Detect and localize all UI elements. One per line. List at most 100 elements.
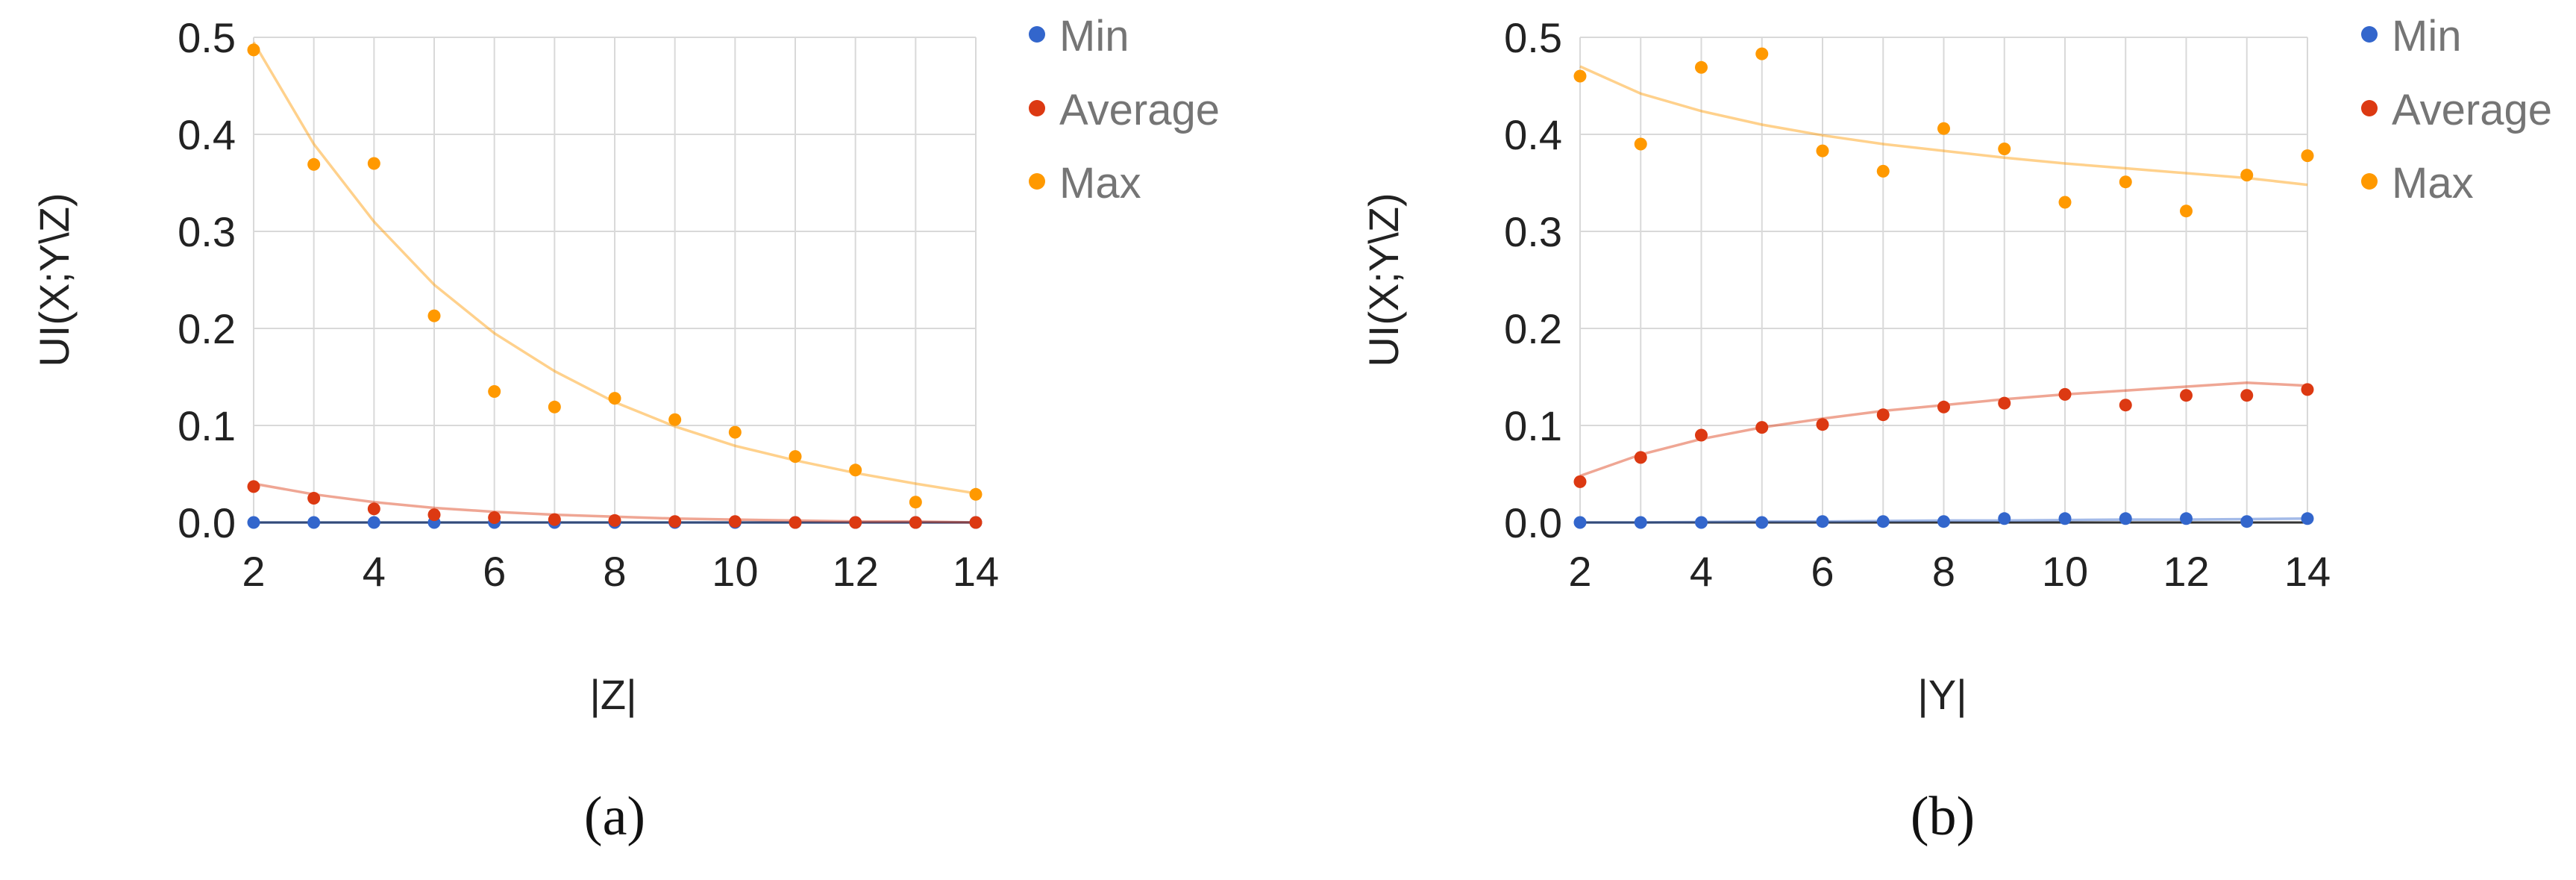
trendline-max bbox=[1579, 65, 2308, 187]
data-point-average bbox=[2180, 389, 2193, 402]
legend-label: Max bbox=[1059, 159, 1141, 207]
data-point-max bbox=[247, 43, 260, 57]
chart-a: 0.0 0.1 0.2 0.3 0.4 0.5 2 4 6 8 10 12 14 UI(X;Y\Z) |Z|… bbox=[31, 12, 1220, 847]
legend-label: Average bbox=[2392, 86, 2552, 134]
y-tick-label: 0.3 bbox=[1504, 208, 1562, 255]
data-point-max bbox=[608, 392, 621, 405]
data-point-average bbox=[367, 502, 380, 516]
legend-item-min: Min bbox=[2361, 12, 2461, 60]
data-point-max bbox=[2301, 149, 2314, 163]
data-point-average bbox=[247, 480, 260, 493]
legend-label: Min bbox=[2392, 12, 2461, 60]
data-point-average bbox=[1816, 418, 1829, 431]
data-point-max bbox=[2180, 205, 2193, 218]
panel-caption: (a) bbox=[584, 786, 645, 847]
legend-item-average: Average bbox=[2361, 86, 2552, 134]
data-point-average bbox=[1695, 428, 1708, 442]
y-axis-label: UI(X;Y\Z) bbox=[1360, 193, 1407, 366]
x-tick-label: 2 bbox=[242, 548, 265, 595]
data-point-min bbox=[2119, 512, 2132, 525]
y-tick-label: 0.1 bbox=[1504, 402, 1562, 449]
data-point-average bbox=[2301, 383, 2314, 396]
data-point-min bbox=[1755, 516, 1769, 529]
data-point-max bbox=[307, 157, 321, 171]
legend-item-max: Max bbox=[1029, 159, 1141, 207]
data-point-average bbox=[1998, 396, 2011, 410]
data-point-average bbox=[2058, 387, 2072, 401]
data-point-min bbox=[2301, 512, 2314, 525]
legend-marker bbox=[2361, 26, 2378, 43]
y-tick-label: 0.3 bbox=[178, 208, 236, 255]
data-point-average bbox=[427, 508, 441, 522]
y-tick-label: 0.0 bbox=[178, 499, 236, 546]
data-point-min bbox=[247, 516, 260, 529]
data-point-min bbox=[1634, 516, 1647, 529]
x-tick-label: 2 bbox=[1568, 548, 1591, 595]
legend-label: Average bbox=[1059, 86, 1220, 134]
data-point-min bbox=[2240, 515, 2254, 528]
y-tick-label: 0.2 bbox=[178, 305, 236, 352]
data-point-average bbox=[2119, 399, 2132, 412]
legend-marker bbox=[1029, 173, 1045, 190]
x-tick-label: 10 bbox=[712, 548, 758, 595]
data-point-average bbox=[909, 516, 922, 529]
data-point-min bbox=[1573, 516, 1587, 529]
y-tick-label: 0.0 bbox=[1504, 499, 1562, 546]
x-axis-label: |Z| bbox=[589, 671, 636, 718]
data-point-average bbox=[1937, 400, 1950, 414]
data-point-max bbox=[1573, 69, 1587, 83]
x-tick-label: 8 bbox=[603, 548, 626, 595]
y-tick-label: 0.1 bbox=[178, 402, 236, 449]
data-point-max bbox=[1695, 60, 1708, 74]
x-tick-label: 10 bbox=[2042, 548, 2088, 595]
data-point-max bbox=[1998, 143, 2011, 155]
data-point-min bbox=[1998, 512, 2011, 525]
data-point-average bbox=[1755, 421, 1769, 434]
panel-caption: (b) bbox=[1911, 786, 1975, 847]
data-point-min bbox=[2058, 512, 2072, 525]
data-point-max bbox=[2240, 169, 2254, 182]
data-point-max bbox=[969, 487, 983, 501]
legend-item-min: Min bbox=[1029, 12, 1129, 60]
y-tick-label: 0.5 bbox=[178, 14, 236, 61]
data-point-max bbox=[427, 309, 441, 322]
data-point-max bbox=[2119, 175, 2132, 189]
data-point-average bbox=[728, 515, 742, 528]
legend-marker bbox=[1029, 26, 1045, 43]
data-point-max bbox=[789, 450, 802, 464]
data-point-average bbox=[488, 511, 501, 524]
data-point-max bbox=[367, 157, 380, 170]
x-tick-label: 12 bbox=[833, 548, 879, 595]
data-point-max bbox=[849, 464, 862, 477]
x-tick-label: 8 bbox=[1932, 548, 1955, 595]
y-axis-label: UI(X;Y\Z) bbox=[31, 193, 78, 366]
data-point-min bbox=[1937, 515, 1950, 528]
x-tick-label: 4 bbox=[1690, 548, 1713, 595]
legend-label: Max bbox=[2392, 159, 2474, 207]
legend-marker bbox=[2361, 173, 2378, 190]
legend-marker bbox=[2361, 100, 2378, 116]
legend: Min Average Max bbox=[2361, 12, 2552, 207]
data-point-max bbox=[668, 413, 682, 426]
legend: Min Average Max bbox=[1029, 12, 1220, 207]
x-tick-label: 12 bbox=[2163, 548, 2209, 595]
data-point-max bbox=[1634, 137, 1647, 151]
data-point-average bbox=[307, 492, 321, 505]
data-point-max bbox=[2058, 196, 2072, 209]
data-point-max bbox=[1937, 122, 1950, 135]
y-tick-label: 0.2 bbox=[1504, 305, 1562, 352]
y-tick-label: 0.4 bbox=[178, 111, 236, 158]
data-point-max bbox=[728, 425, 742, 439]
data-point-min bbox=[367, 516, 380, 529]
x-tick-label: 14 bbox=[953, 548, 999, 595]
data-point-max bbox=[488, 385, 501, 398]
data-point-min bbox=[1816, 515, 1829, 528]
data-point-min bbox=[307, 516, 321, 529]
data-point-max bbox=[909, 496, 922, 509]
chart-b: 0.0 0.1 0.2 0.3 0.4 0.5 2 4 6 8 10 12 14 UI(X;Y\Z) |Y|… bbox=[1360, 12, 2552, 847]
data-point-max bbox=[1816, 144, 1829, 157]
data-point-average bbox=[1573, 475, 1587, 488]
data-point-average bbox=[548, 513, 561, 526]
legend-label: Min bbox=[1059, 12, 1129, 60]
